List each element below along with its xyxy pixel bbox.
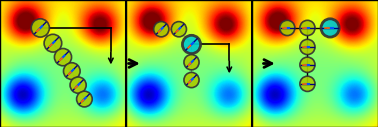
Circle shape (154, 22, 169, 37)
Circle shape (70, 77, 86, 93)
Circle shape (54, 49, 71, 66)
Circle shape (31, 19, 50, 37)
Circle shape (300, 20, 315, 36)
Circle shape (184, 55, 199, 70)
Circle shape (77, 91, 92, 107)
Circle shape (171, 22, 186, 37)
Circle shape (183, 35, 201, 54)
Circle shape (64, 63, 80, 80)
Circle shape (321, 19, 339, 37)
Circle shape (300, 57, 315, 72)
Circle shape (184, 72, 199, 88)
Circle shape (280, 20, 295, 36)
Circle shape (300, 76, 315, 91)
Circle shape (300, 39, 315, 55)
Circle shape (44, 34, 62, 52)
